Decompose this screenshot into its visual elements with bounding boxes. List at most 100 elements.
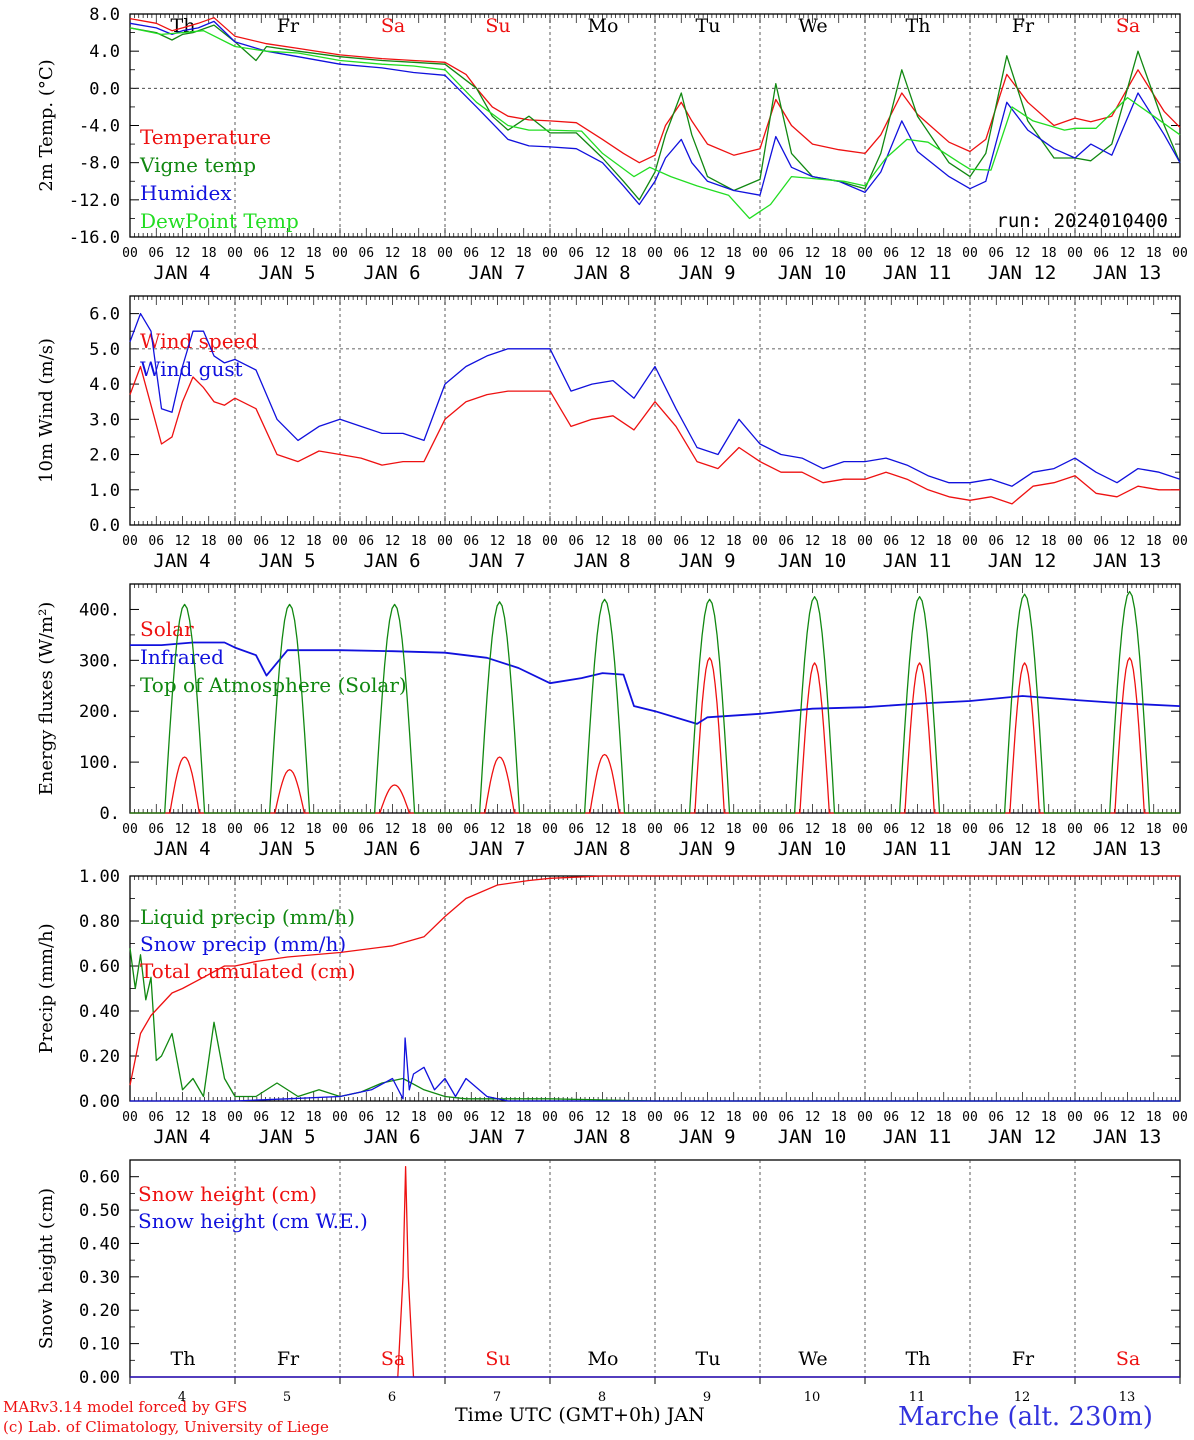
y-tick-label: -4.0 xyxy=(79,117,120,137)
hour-label: 06 xyxy=(148,246,164,261)
day-number-label: 6 xyxy=(388,1390,396,1405)
hour-label: 06 xyxy=(568,534,584,549)
date-label: JAN 13 xyxy=(1093,838,1162,860)
date-label: JAN 13 xyxy=(1093,262,1162,284)
hour-label: 00 xyxy=(962,534,978,549)
hour-label: 06 xyxy=(778,822,794,837)
date-label: JAN 9 xyxy=(678,550,735,572)
date-label: JAN 10 xyxy=(778,838,847,860)
y-tick-label: 0.20 xyxy=(79,1047,120,1067)
hour-label: 00 xyxy=(437,822,453,837)
hour-label: 18 xyxy=(306,534,322,549)
hour-label: 12 xyxy=(805,822,821,837)
hour-label: 06 xyxy=(673,246,689,261)
hour-label: 18 xyxy=(1146,534,1162,549)
hour-label: 06 xyxy=(988,1110,1004,1125)
y-tick-label: 0.40 xyxy=(79,1002,120,1022)
hour-label: 18 xyxy=(411,1110,427,1125)
day-number-label: 9 xyxy=(703,1390,711,1405)
hour-label: 00 xyxy=(1067,534,1083,549)
weekday-label: Sa xyxy=(381,1348,405,1370)
hour-label: 06 xyxy=(463,822,479,837)
run-annotation: run: 2024010400 xyxy=(996,210,1168,232)
y-tick-label: 1.0 xyxy=(89,481,120,501)
hour-label: 12 xyxy=(175,1110,191,1125)
hour-label: 12 xyxy=(595,822,611,837)
hour-label: 06 xyxy=(148,534,164,549)
date-label: JAN 11 xyxy=(883,838,952,860)
date-label: JAN 12 xyxy=(988,1126,1057,1148)
hour-label: 00 xyxy=(1172,534,1188,549)
hour-label: 18 xyxy=(726,1110,742,1125)
hour-label: 12 xyxy=(1120,822,1136,837)
date-label: JAN 4 xyxy=(153,1126,210,1148)
date-label: JAN 6 xyxy=(363,1126,420,1148)
hour-label: 06 xyxy=(568,1110,584,1125)
hour-label: 06 xyxy=(253,1110,269,1125)
hour-label: 00 xyxy=(857,1110,873,1125)
hour-label: 12 xyxy=(595,246,611,261)
hour-label: 12 xyxy=(490,822,506,837)
y-axis-title: 2m Temp. (°C) xyxy=(36,59,57,191)
hour-label: 00 xyxy=(1067,822,1083,837)
hour-label: 00 xyxy=(332,822,348,837)
hour-label: 18 xyxy=(1041,822,1057,837)
hour-label: 12 xyxy=(490,246,506,261)
hour-label: 12 xyxy=(1015,246,1031,261)
y-tick-label: 0.0 xyxy=(89,79,120,99)
hour-label: 12 xyxy=(805,246,821,261)
weekday-label: Su xyxy=(485,15,510,37)
hour-label: 00 xyxy=(227,1110,243,1125)
hour-label: 00 xyxy=(1172,1110,1188,1125)
hour-label: 18 xyxy=(936,534,952,549)
date-label: JAN 10 xyxy=(778,1126,847,1148)
hour-label: 12 xyxy=(910,534,926,549)
y-tick-label: 200. xyxy=(79,702,120,722)
hour-label: 00 xyxy=(752,1110,768,1125)
x-axis-title: Time UTC (GMT+0h) JAN xyxy=(455,1404,705,1426)
hour-label: 18 xyxy=(621,822,637,837)
hour-label: 12 xyxy=(175,534,191,549)
hour-label: 12 xyxy=(280,246,296,261)
weekday-label: Th xyxy=(906,15,931,37)
hour-label: 06 xyxy=(988,822,1004,837)
lab-credit: (c) Lab. of Climatology, University of L… xyxy=(3,1418,329,1436)
hour-label: 12 xyxy=(910,1110,926,1125)
y-tick-label: 0.50 xyxy=(79,1201,120,1221)
hour-label: 00 xyxy=(857,534,873,549)
hour-label: 12 xyxy=(385,534,401,549)
weekday-label: Fr xyxy=(277,1348,300,1370)
hour-label: 18 xyxy=(831,534,847,549)
series-line xyxy=(129,27,1181,220)
hour-label: 06 xyxy=(568,822,584,837)
station-name: Marche (alt. 230m) xyxy=(898,1402,1153,1432)
series-line xyxy=(130,1037,1180,1102)
date-label: JAN 5 xyxy=(258,1126,315,1148)
legend-entry: Temperature xyxy=(140,125,271,149)
hour-label: 06 xyxy=(883,1110,899,1125)
date-label: JAN 12 xyxy=(988,262,1057,284)
hour-label: 00 xyxy=(857,822,873,837)
hour-label: 12 xyxy=(280,1110,296,1125)
hour-label: 18 xyxy=(516,246,532,261)
hour-label: 18 xyxy=(201,246,217,261)
hour-label: 12 xyxy=(175,822,191,837)
hour-label: 06 xyxy=(253,534,269,549)
series-line xyxy=(129,20,1181,206)
legend-entry: Wind speed xyxy=(140,329,258,353)
weekday-label: We xyxy=(798,15,827,37)
legend-entry: Solar xyxy=(140,617,194,641)
hour-label: 06 xyxy=(673,534,689,549)
hour-label: 06 xyxy=(358,822,374,837)
y-tick-label: 3.0 xyxy=(89,410,120,430)
date-label: JAN 8 xyxy=(573,838,630,860)
weekday-label: Sa xyxy=(381,15,405,37)
hour-label: 06 xyxy=(988,246,1004,261)
date-label: JAN 5 xyxy=(258,550,315,572)
y-tick-label: -16.0 xyxy=(69,228,120,248)
date-label: JAN 4 xyxy=(153,838,210,860)
hour-label: 06 xyxy=(358,1110,374,1125)
hour-label: 12 xyxy=(385,246,401,261)
legend-entry: Vigne temp xyxy=(139,153,256,177)
